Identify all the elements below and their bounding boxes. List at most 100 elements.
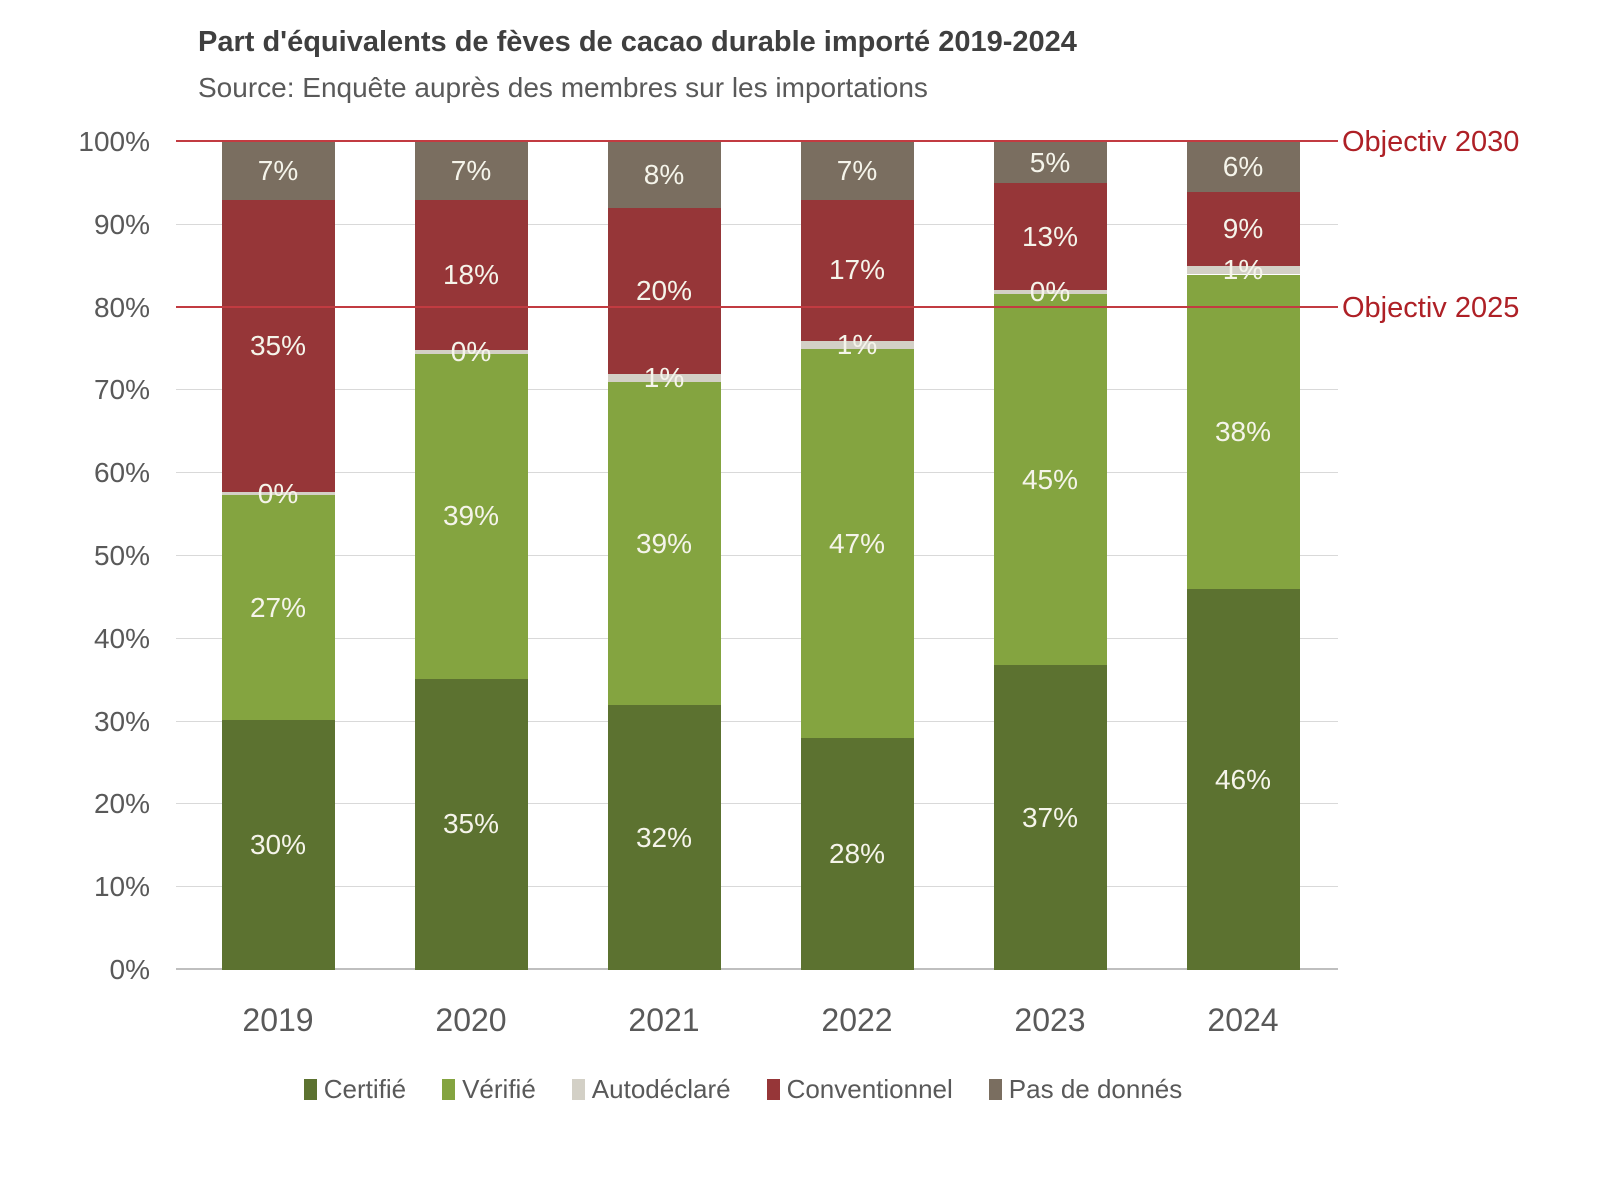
chart-title: Part d'équivalents de fèves de cacao dur… <box>198 26 1077 58</box>
objective-line-objectiv-2025 <box>176 305 1338 308</box>
gridline-30% <box>176 720 1338 722</box>
data-label-2022-autodeclare: 1% <box>836 328 878 360</box>
segment-2020-conventionnel: 18% <box>414 200 528 351</box>
segment-2020-verifie: 39% <box>414 353 528 679</box>
objective-label-objectiv-2025: Objectiv 2025 <box>1342 291 1520 324</box>
segment-2022-pas-de-donnes: 7% <box>800 142 914 200</box>
x-axis-label-2024: 2024 <box>1207 1002 1279 1038</box>
segment-2023-verifie: 45% <box>993 294 1107 666</box>
segment-2024-conventionnel: 9% <box>1186 191 1300 267</box>
legend-item-certifie: Certifié <box>303 1074 407 1105</box>
data-label-2023-pas-de-donnes: 5% <box>1029 146 1071 178</box>
segment-2024-verifie: 38% <box>1186 274 1300 590</box>
data-label-2023-verifie: 45% <box>1021 463 1079 495</box>
legend-label-pas-de-donnes: Pas de donnés <box>1008 1074 1183 1104</box>
legend: Certifié Vérifié Autodéclaré Conventionnel P… <box>176 1074 1310 1105</box>
data-label-2022-conventionnel: 17% <box>828 254 886 286</box>
bar-2020: 35% 39% 0% 18% 7% <box>414 142 528 970</box>
segment-2022-certifie: 28% <box>800 738 914 970</box>
data-label-2022-verifie: 47% <box>828 527 886 559</box>
data-label-2020-pas-de-donnes: 7% <box>450 155 492 187</box>
segment-2024-certifie: 46% <box>1186 589 1300 970</box>
data-label-2023-conventionnel: 13% <box>1021 220 1079 252</box>
data-label-2020-autodeclare: 0% <box>450 336 492 368</box>
chart-subtitle: Source: Enquête auprès des membres sur l… <box>198 72 928 103</box>
data-label-2021-certifie: 32% <box>635 821 693 853</box>
gridline-50% <box>176 555 1338 556</box>
segment-2019-autodeclare: 0% <box>221 478 335 508</box>
segment-2022-verifie: 47% <box>800 349 914 739</box>
segment-2023-conventionnel: 13% <box>993 183 1107 291</box>
segment-2020-pas-de-donnes: 7% <box>414 142 528 201</box>
data-label-2021-verifie: 39% <box>635 527 693 559</box>
data-label-2019-conventionnel: 35% <box>249 329 307 361</box>
segment-2019-conventionnel: 35% <box>221 200 335 492</box>
legend-swatch-certifie <box>303 1079 317 1100</box>
gridline-60% <box>176 472 1338 474</box>
data-label-2022-certifie: 28% <box>828 838 886 870</box>
legend-label-certifie: Certifié <box>323 1074 407 1104</box>
segment-2020-certifie: 35% <box>414 678 528 970</box>
data-label-2024-certifie: 46% <box>1214 763 1272 795</box>
legend-swatch-pas-de-donnes <box>988 1079 1002 1100</box>
data-label-2019-certifie: 30% <box>249 829 307 861</box>
segment-2019-pas-de-donnes: 7% <box>221 142 335 201</box>
y-axis-tick-70%: 70% <box>93 374 150 406</box>
data-label-2019-pas-de-donnes: 7% <box>257 155 299 187</box>
y-axis-tick-0%: 0% <box>109 954 150 985</box>
x-axis-label-2020: 2020 <box>435 1002 507 1038</box>
segment-2021-autodeclare: 1% <box>607 362 721 392</box>
y-axis-tick-30%: 30% <box>93 705 150 737</box>
gridline-0% <box>176 968 1338 970</box>
data-label-2019-verifie: 27% <box>249 591 307 623</box>
bar-2023: 37% 45% 0% 13% 5% <box>993 142 1107 970</box>
segment-2022-autodeclare: 1% <box>800 329 914 359</box>
y-axis: 0% 10% 20% 30% 40% 50% 60% 70% 80% 90% 100% <box>0 126 150 985</box>
segment-2024-autodeclare: 1% <box>1186 255 1300 285</box>
legend-swatch-verifie <box>442 1079 456 1100</box>
legend-label-verifie: Vérifié <box>462 1074 536 1104</box>
y-axis-tick-90%: 90% <box>93 208 150 240</box>
bar-2024: 46% 38% 1% 9% 6% <box>1186 142 1300 970</box>
y-axis-tick-60%: 60% <box>93 457 150 489</box>
data-label-2021-pas-de-donnes: 8% <box>643 159 685 191</box>
gridline-40% <box>176 637 1338 639</box>
legend-label-conventionnel: Conventionnel <box>786 1074 953 1104</box>
segment-2023-pas-de-donnes: 5% <box>993 142 1107 184</box>
data-label-2024-autodeclare: 1% <box>1222 254 1264 286</box>
x-axis-label-2021: 2021 <box>628 1002 700 1038</box>
segment-2021-certifie: 32% <box>607 705 721 970</box>
segment-2021-conventionnel: 20% <box>607 208 721 374</box>
data-label-2024-conventionnel: 9% <box>1222 212 1264 244</box>
legend-item-conventionnel: Conventionnel <box>766 1074 953 1105</box>
bar-2019: 30% 27% 0% 35% 7% <box>221 142 335 970</box>
data-label-2021-conventionnel: 20% <box>635 275 693 307</box>
legend-swatch-conventionnel <box>766 1079 780 1100</box>
x-axis-label-2019: 2019 <box>242 1002 314 1038</box>
segment-2021-verifie: 39% <box>607 382 721 706</box>
y-axis-tick-80%: 80% <box>93 291 150 323</box>
segment-2019-verifie: 27% <box>221 495 335 721</box>
y-axis-tick-40%: 40% <box>93 622 150 654</box>
segment-2020-autodeclare: 0% <box>414 337 528 367</box>
gridline-70% <box>176 389 1338 391</box>
legend-swatch-autodeclare <box>571 1079 585 1100</box>
x-axis: 2019 2020 2021 2022 2023 2024 <box>0 1002 1600 1046</box>
legend-item-pas-de-donnes: Pas de donnés <box>988 1074 1183 1105</box>
y-axis-tick-20%: 20% <box>93 788 150 820</box>
segment-2023-autodeclare: 0% <box>993 277 1107 307</box>
plot-area: 30% 27% 0% 35% 7% 35% 39% 0% 18% 7% 32% 39% 1% 20% 8% 2… <box>176 140 1338 970</box>
y-axis-tick-100%: 100% <box>78 126 150 157</box>
data-label-2024-verifie: 38% <box>1214 415 1272 447</box>
y-axis-tick-50%: 50% <box>93 540 150 571</box>
objective-line-objectiv-2030 <box>176 140 1338 142</box>
legend-item-autodeclare: Autodéclaré <box>571 1074 731 1105</box>
y-axis-tick-10%: 10% <box>93 871 150 903</box>
bar-2021: 32% 39% 1% 20% 8% <box>607 142 721 970</box>
data-label-2022-pas-de-donnes: 7% <box>836 154 878 186</box>
data-label-2021-autodeclare: 1% <box>643 361 685 393</box>
objective-label-objectiv-2030: Objectiv 2030 <box>1342 126 1520 158</box>
data-label-2020-certifie: 35% <box>442 808 500 840</box>
gridline-10% <box>176 886 1338 888</box>
